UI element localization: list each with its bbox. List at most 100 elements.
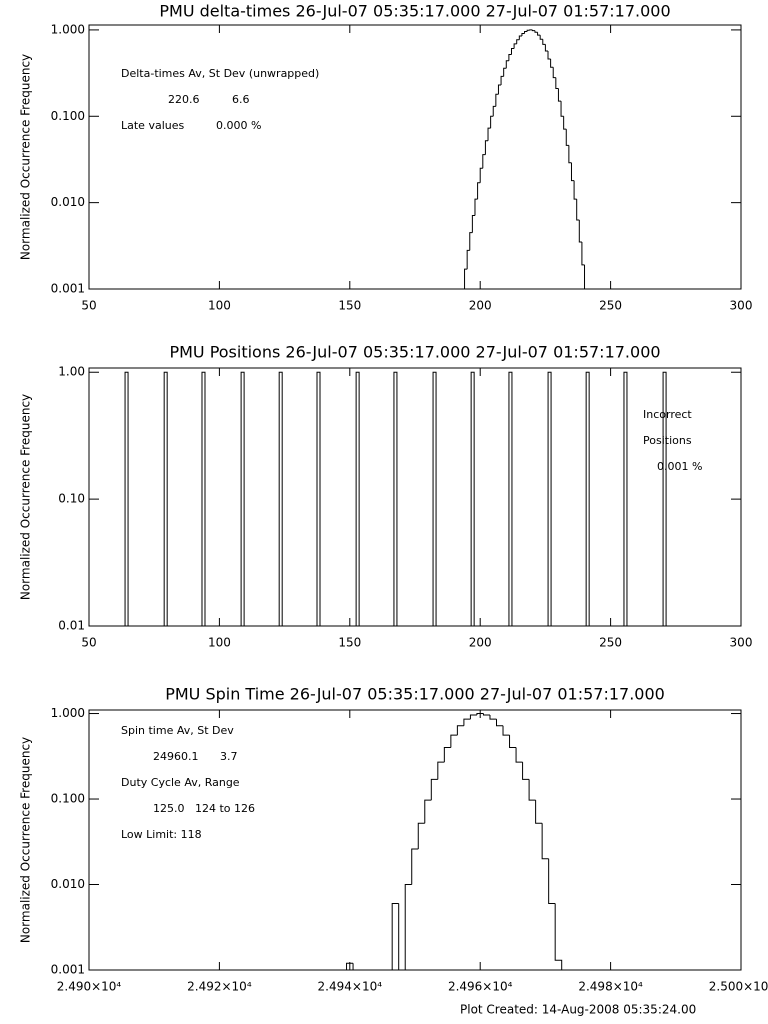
spike bbox=[278, 371, 283, 627]
histogram-bin bbox=[518, 35, 522, 40]
histogram-bin bbox=[534, 30, 538, 33]
histogram-bin bbox=[352, 963, 360, 971]
histogram-bin bbox=[516, 39, 520, 44]
x-tick-label: 300 bbox=[730, 299, 753, 313]
histogram-bin bbox=[497, 84, 502, 95]
x-tick-label: 2.490×10⁴ bbox=[57, 980, 122, 994]
y-tick-label: 1.000 bbox=[51, 706, 85, 720]
histogram-bin bbox=[391, 902, 399, 970]
y-tick-label: 0.001 bbox=[51, 963, 85, 977]
spike bbox=[201, 371, 206, 627]
histogram-bin bbox=[464, 268, 468, 289]
spike bbox=[470, 371, 475, 627]
spike bbox=[547, 371, 552, 627]
spike bbox=[508, 371, 513, 627]
histogram-bin bbox=[578, 219, 582, 243]
annotation: Low Limit: 118 bbox=[121, 828, 202, 841]
histogram-bin bbox=[531, 29, 535, 32]
histogram-bin bbox=[513, 43, 517, 49]
histogram-bin bbox=[521, 32, 525, 37]
histogram-bin bbox=[565, 129, 569, 146]
y-tick-label: 0.10 bbox=[58, 492, 85, 506]
histogram-bin bbox=[443, 747, 451, 763]
histogram-bin bbox=[548, 858, 556, 904]
x-tick-label: 2.492×10⁴ bbox=[187, 980, 252, 994]
histogram-bin bbox=[528, 779, 536, 801]
histogram-bin bbox=[496, 719, 504, 727]
histogram-bin bbox=[510, 47, 515, 55]
histogram-bin bbox=[500, 75, 504, 86]
histogram-bin bbox=[555, 77, 559, 89]
x-tick-label: 250 bbox=[599, 636, 622, 650]
annotation: Late values bbox=[121, 119, 184, 132]
histogram-bin bbox=[550, 59, 554, 68]
x-tick-label: 2.498×10⁴ bbox=[578, 980, 643, 994]
x-tick-label: 250 bbox=[599, 299, 622, 313]
x-tick-label: 50 bbox=[81, 299, 96, 313]
footer: Plot Created: 14-Aug-2008 05:35:24.00 bbox=[460, 1003, 696, 1017]
histogram-bin bbox=[539, 35, 543, 40]
histogram-bin bbox=[581, 242, 585, 266]
y-tick-label: 0.01 bbox=[58, 619, 85, 633]
annotation: 24960.1 bbox=[153, 750, 199, 763]
y-axis-label: Normalized Occurrence Frequency bbox=[19, 54, 33, 260]
annotation: Spin time Av, St Dev bbox=[121, 724, 234, 737]
histogram-bin bbox=[490, 115, 494, 129]
histogram-bin bbox=[508, 53, 512, 61]
histogram-bin bbox=[537, 32, 541, 36]
plot-frame bbox=[88, 709, 742, 971]
histogram-bin bbox=[479, 167, 483, 183]
plot-frame bbox=[88, 367, 742, 627]
histogram-bin bbox=[450, 734, 458, 748]
histogram-bin bbox=[437, 761, 445, 780]
histogram-bin bbox=[411, 848, 419, 885]
annotation: 6.6 bbox=[232, 93, 250, 106]
annotation: 125.0 bbox=[153, 802, 185, 815]
spike bbox=[432, 371, 437, 627]
histogram-bin bbox=[524, 30, 528, 34]
annotation: Delta-times Av, St Dev (unwrapped) bbox=[121, 67, 319, 80]
spike bbox=[316, 371, 321, 627]
spike bbox=[163, 371, 168, 627]
histogram-bin bbox=[522, 762, 530, 780]
x-tick-label: 150 bbox=[338, 636, 361, 650]
y-tick-label: 1.00 bbox=[58, 365, 85, 379]
histogram-bin bbox=[398, 903, 406, 971]
histogram-bin bbox=[476, 713, 484, 716]
y-tick-label: 1.000 bbox=[51, 22, 85, 36]
histogram-bin bbox=[541, 823, 549, 860]
spike bbox=[240, 371, 245, 627]
histogram-bin bbox=[576, 199, 580, 221]
histogram-bin bbox=[477, 182, 481, 200]
chart-title: PMU Spin Time 26-Jul-07 05:35:17.000 27-… bbox=[165, 685, 665, 704]
histogram-bin bbox=[584, 264, 588, 290]
y-tick-label: 0.100 bbox=[51, 792, 85, 806]
x-tick-label: 2.500×10⁴ bbox=[709, 980, 768, 994]
histogram-bin bbox=[404, 884, 412, 970]
y-axis-label: Normalized Occurrence Frequency bbox=[19, 737, 33, 943]
histogram-bin bbox=[492, 105, 496, 117]
histogram-bin bbox=[547, 50, 551, 60]
plot-frame bbox=[88, 24, 742, 290]
histogram-bin bbox=[484, 140, 489, 155]
histogram-bin bbox=[503, 67, 507, 77]
chart-title: PMU delta-times 26-Jul-07 05:35:17.000 2… bbox=[159, 2, 670, 21]
y-axis-label: Normalized Occurrence Frequency bbox=[19, 394, 33, 600]
histogram-bin bbox=[482, 713, 490, 716]
x-tick-label: 200 bbox=[469, 299, 492, 313]
histogram-bin bbox=[482, 154, 486, 169]
histogram-bin bbox=[466, 249, 470, 270]
x-tick-label: 100 bbox=[208, 636, 231, 650]
y-tick-label: 0.010 bbox=[51, 195, 85, 209]
spike bbox=[623, 371, 628, 627]
y-tick-label: 0.001 bbox=[51, 282, 85, 296]
histogram-bin bbox=[542, 39, 546, 45]
histogram-bin bbox=[424, 799, 432, 824]
annotation: Duty Cycle Av, Range bbox=[121, 776, 240, 789]
annotation: Positions bbox=[643, 434, 692, 447]
histogram-bin bbox=[487, 127, 491, 141]
histogram-bin bbox=[573, 180, 577, 200]
x-tick-label: 200 bbox=[469, 636, 492, 650]
histogram-bin bbox=[346, 962, 354, 970]
histogram-bin bbox=[557, 88, 562, 102]
